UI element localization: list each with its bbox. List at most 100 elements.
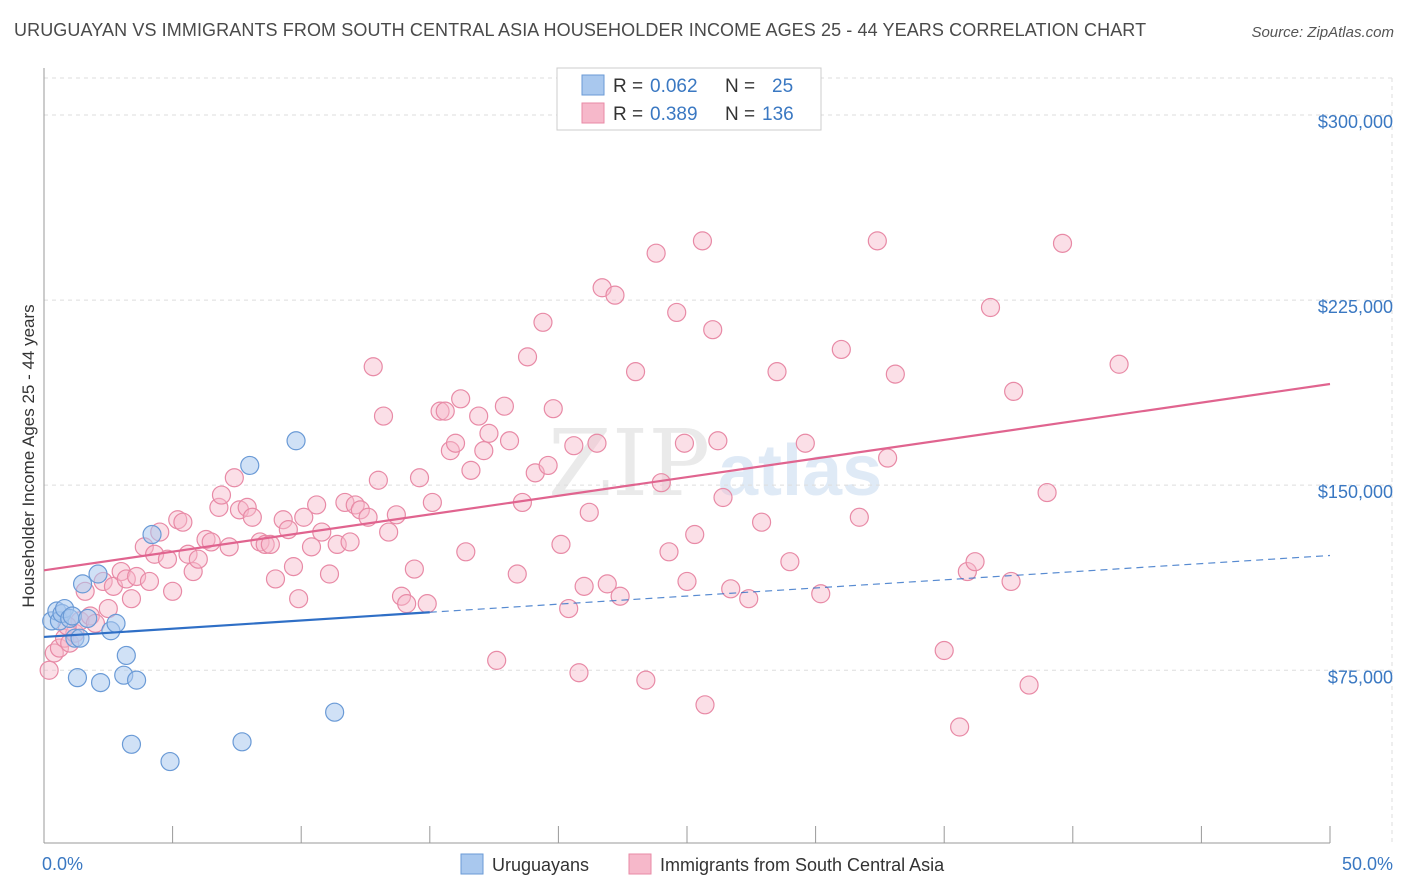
pink-point-106 (692, 231, 713, 251)
pink-point-107 (703, 320, 723, 340)
pink-point-58 (373, 406, 394, 426)
bottom-legend-swatch-pink (628, 853, 652, 875)
blue-series-points (42, 431, 345, 772)
pink-point-63 (404, 559, 424, 579)
legend-n-value-2: 136 (762, 104, 794, 125)
pink-point-31 (211, 485, 232, 505)
pink-point-96 (605, 285, 625, 305)
pink-point-121 (934, 640, 954, 661)
pink-point-127 (1004, 381, 1024, 402)
pink-series-points (39, 231, 1129, 737)
pink-point-102 (667, 302, 687, 323)
legend-r-value-1: 0.062 (650, 76, 698, 97)
blue-point-9 (70, 628, 90, 648)
pink-point-91 (574, 576, 594, 596)
blue-point-20 (121, 734, 142, 754)
pink-point-104 (677, 571, 697, 592)
pink-point-64 (409, 468, 430, 488)
pink-point-59 (379, 522, 399, 542)
pink-point-75 (474, 441, 494, 461)
pink-point-41 (273, 510, 293, 530)
blue-point-17 (116, 645, 136, 666)
pink-point-128 (1019, 675, 1039, 695)
pink-point-72 (456, 542, 476, 562)
pink-point-84 (533, 312, 553, 332)
pink-point-130 (1052, 233, 1073, 253)
pink-point-24 (173, 512, 193, 532)
blue-point-23 (286, 431, 306, 451)
pink-point-80 (507, 564, 527, 584)
pink-point-82 (517, 347, 538, 367)
blue-point-8 (67, 668, 88, 688)
pink-point-33 (224, 468, 244, 488)
chart-title: URUGUAYAN VS IMMIGRANTS FROM SOUTH CENTR… (14, 20, 1147, 40)
blue-point-18 (126, 670, 147, 690)
blue-point-25 (325, 702, 345, 722)
pink-point-66 (422, 492, 442, 513)
pink-point-134 (610, 586, 630, 606)
pink-point-122 (950, 717, 970, 737)
pink-point-35 (237, 497, 257, 517)
pink-point-115 (811, 584, 831, 604)
blue-point-24 (240, 455, 260, 476)
pink-point-119 (878, 448, 898, 468)
pink-point-21 (157, 549, 178, 569)
pink-point-124 (965, 552, 985, 572)
pink-point-44 (289, 589, 309, 609)
pink-point-118 (867, 231, 887, 251)
pink-point-113 (780, 552, 800, 572)
pink-point-88 (559, 598, 579, 619)
pink-point-78 (494, 396, 514, 416)
pink-point-74 (469, 406, 489, 426)
legend-swatch-pink (581, 102, 605, 124)
y-tick-label-0: $75,000 (1328, 667, 1393, 687)
pink-point-36 (242, 507, 262, 527)
pink-point-133 (721, 579, 741, 599)
pink-point-40 (265, 569, 286, 589)
blue-point-10 (72, 574, 93, 594)
legend-swatch-blue (581, 74, 605, 96)
pink-point-43 (283, 557, 304, 577)
pink-point-85 (538, 455, 558, 476)
pink-point-71 (451, 389, 471, 409)
y-tick-label-2: $225,000 (1318, 297, 1393, 317)
bottom-legend-swatch-blue (460, 853, 484, 875)
pink-point-131 (1109, 354, 1129, 374)
pink-point-92 (579, 502, 599, 522)
pink-point-0 (39, 660, 59, 680)
blue-point-19 (142, 524, 162, 545)
y-axis-label: Householder Income Ages 25 - 44 years (19, 304, 38, 607)
pink-point-123 (957, 561, 977, 582)
pink-point-108 (708, 431, 728, 451)
pink-point-110 (739, 589, 759, 609)
pink-point-97 (625, 362, 646, 382)
source-credit: Source: ZipAtlas.com (1251, 24, 1394, 41)
legend-r-label-2: R = (613, 104, 643, 125)
pink-point-54 (350, 500, 370, 520)
pink-point-98 (636, 670, 656, 690)
pink-point-2 (49, 638, 70, 658)
pink-point-86 (543, 399, 563, 419)
pink-point-57 (368, 470, 388, 490)
blue-trend-line-extension (429, 554, 1331, 613)
pink-point-114 (795, 433, 815, 453)
watermark-zip: ZIP (548, 410, 710, 517)
pink-point-126 (1001, 571, 1021, 592)
x-tick-label-min: 0.0% (42, 854, 83, 874)
blue-point-21 (160, 751, 180, 772)
legend-r-label-1: R = (613, 76, 643, 97)
pink-point-62 (397, 594, 417, 614)
pink-point-26 (183, 561, 203, 582)
pink-point-89 (564, 436, 584, 456)
bottom-legend-label-blue: Uruguayans (492, 855, 589, 875)
y-tick-label-3: $300,000 (1318, 112, 1393, 132)
correlation-legend: R = 0.062 N = 25 R = 0.389 N = 136 (556, 67, 822, 131)
blue-point-11 (78, 608, 98, 629)
pink-point-22 (163, 581, 183, 601)
pink-point-101 (659, 542, 679, 562)
pink-point-79 (499, 431, 520, 451)
pink-point-39 (260, 534, 280, 555)
pink-point-15 (121, 589, 142, 609)
pink-point-23 (168, 510, 188, 530)
